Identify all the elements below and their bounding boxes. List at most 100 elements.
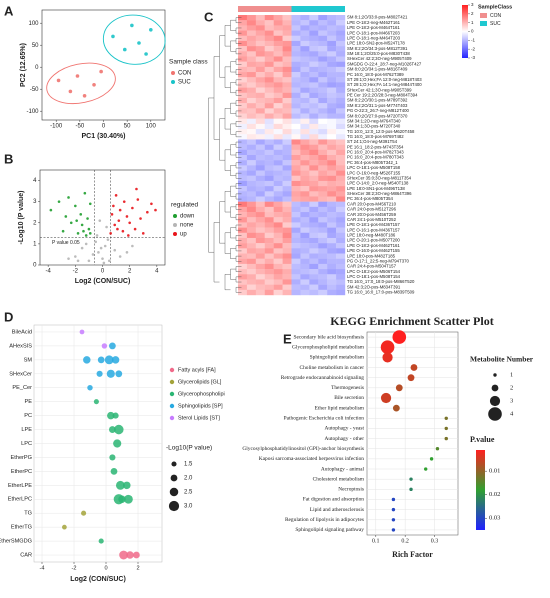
heatmap-cell — [255, 165, 265, 171]
heatmap-cell — [336, 165, 346, 171]
heatmap-cell — [282, 232, 292, 239]
y-tick-label: EtherSMGDG — [0, 539, 32, 545]
heatmap-cell — [336, 15, 346, 21]
heatmap-cell — [246, 274, 257, 280]
heatmap-cell — [246, 196, 257, 202]
heatmap-cell — [318, 20, 328, 26]
point — [75, 74, 80, 78]
heatmap-cell — [238, 20, 248, 26]
heatmap-cell — [309, 248, 319, 254]
heatmap-cell — [238, 196, 248, 202]
heatmap-cell — [318, 108, 328, 114]
heatmap-cell — [300, 20, 310, 26]
heatmap-cell — [309, 35, 319, 42]
heatmap-cell — [318, 15, 328, 21]
heatmap-cell — [273, 165, 283, 171]
heatmap-cell — [255, 118, 265, 125]
y-tick-label: Lipid and atherosclerosis — [310, 507, 364, 513]
heatmap-cell — [273, 87, 283, 93]
heatmap-cell — [255, 274, 265, 280]
heatmap-cell — [318, 253, 328, 259]
heatmap-cell — [309, 170, 319, 176]
heatmap-cell — [255, 51, 265, 57]
point — [131, 206, 134, 210]
heatmap-cell — [273, 201, 283, 208]
legend-swatch — [173, 223, 177, 227]
heatmap-cell — [336, 92, 346, 99]
heatmap-cell — [255, 108, 265, 114]
heatmap-cell — [238, 139, 248, 145]
point — [111, 356, 120, 364]
heatmap-cell — [273, 77, 283, 83]
colorbar-label: 0.01 — [489, 468, 500, 475]
heatmap-cell — [309, 20, 319, 26]
legend-label: Sphingolipids [SP] — [178, 403, 223, 409]
heatmap-cell — [255, 196, 265, 202]
heatmap-cell — [300, 201, 310, 208]
bubble — [444, 426, 448, 431]
heatmap-cell — [246, 20, 257, 26]
heatmap-cell — [264, 217, 274, 223]
heatmap-cell — [318, 206, 328, 213]
heatmap-cell — [291, 20, 301, 26]
heatmap-cell — [246, 113, 257, 119]
heatmap-cell — [318, 263, 328, 270]
heatmap-cell — [255, 212, 265, 218]
heatmap-cell — [246, 269, 257, 275]
heatmap-cell — [282, 253, 292, 259]
bubble — [395, 384, 403, 392]
heatmap-cell — [282, 72, 292, 78]
dendrogram — [235, 287, 242, 293]
x-tick-label: -2 — [73, 269, 79, 275]
point — [109, 342, 116, 350]
heatmap-cell — [309, 237, 319, 244]
heatmap-cell — [282, 123, 292, 130]
heatmap-cell — [309, 269, 319, 275]
heatmap-cell — [246, 279, 257, 285]
heatmap-cell — [273, 129, 283, 135]
heatmap-cell — [309, 258, 319, 265]
heatmap-cell — [282, 87, 292, 93]
heatmap-cell — [327, 186, 337, 192]
y-tick-label: Sphingolipid metabolism — [310, 355, 365, 361]
heatmap-cell — [282, 248, 292, 254]
heatmap-cell — [264, 258, 274, 265]
bubble — [392, 330, 407, 344]
heatmap-cell — [246, 66, 257, 73]
legend-title: SampleClass — [478, 4, 512, 10]
heatmap-cell — [255, 144, 265, 151]
heatmap-cell — [291, 129, 301, 135]
heatmap-cell — [282, 237, 292, 244]
heatmap-cell — [273, 92, 283, 99]
heatmap-cell — [273, 180, 283, 187]
heatmap-cell — [246, 149, 257, 156]
heatmap-cell — [246, 222, 257, 228]
legend-swatch — [173, 214, 177, 218]
colorbar — [476, 450, 485, 530]
point — [146, 210, 149, 214]
dendrogram — [224, 25, 231, 47]
heatmap-cell — [273, 123, 283, 130]
heatmap-cell — [327, 196, 337, 202]
heatmap-cell — [255, 139, 265, 145]
heatmap-cell — [327, 149, 337, 156]
heatmap-cell — [300, 222, 310, 228]
heatmap-cell — [336, 139, 346, 145]
heatmap-cell — [318, 217, 328, 223]
heatmap-cell — [282, 40, 292, 47]
row-label: SM 18:1;2O/25:0-pos-M830T438 — [347, 51, 410, 56]
heatmap-cell — [273, 134, 283, 140]
heatmap-cell — [246, 175, 257, 182]
heatmap-cell — [264, 46, 274, 52]
heatmap-cell — [273, 248, 283, 254]
heatmap-cell — [246, 25, 257, 31]
heatmap-cell — [300, 129, 310, 135]
point — [64, 215, 68, 218]
point — [97, 251, 100, 254]
heatmap-cell — [318, 170, 328, 176]
bubble — [380, 340, 395, 355]
heatmap-cell — [238, 103, 248, 109]
heatmap-cell — [246, 284, 257, 291]
heatmap-cell — [238, 180, 248, 187]
